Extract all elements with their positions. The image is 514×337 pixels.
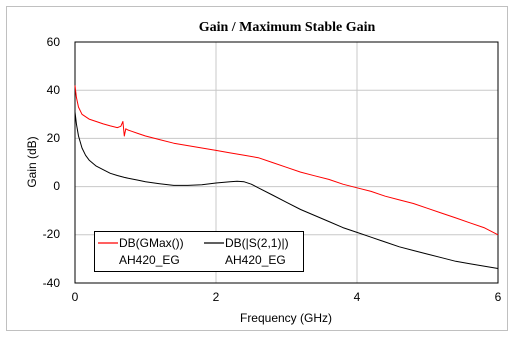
series-line-gmax — [74, 85, 499, 236]
x-axis-label: Frequency (GHz) — [240, 311, 332, 325]
legend-sublabel-s21: AH420_EG — [225, 253, 286, 267]
legend-label-gmax: DB(GMax()) — [119, 236, 184, 250]
series-layer — [74, 85, 499, 269]
y-tick-label: 0 — [53, 179, 60, 193]
legend: DB(GMax()) AH420_EG DB(|S(2,1)|) AH420_E… — [94, 231, 304, 272]
chart-title: Gain / Maximum Stable Gain — [199, 20, 376, 35]
y-tick-label: -40 — [43, 276, 61, 290]
x-tick-label: 2 — [213, 290, 220, 304]
plot-border — [74, 41, 499, 284]
x-tick-label: 4 — [354, 290, 361, 304]
y-tick-label: 60 — [47, 35, 61, 49]
legend-box — [94, 231, 304, 272]
y-tick-label: -20 — [43, 227, 61, 241]
x-tick-label: 6 — [495, 290, 502, 304]
series-line-s21 — [74, 111, 499, 269]
y-tick-label: 20 — [47, 131, 61, 145]
y-tick-label: 40 — [47, 83, 61, 97]
legend-sublabel-gmax: AH420_EG — [119, 253, 180, 267]
x-tick-label: 0 — [72, 290, 79, 304]
legend-label-s21: DB(|S(2,1)|) — [225, 236, 289, 250]
y-axis-label: Gain (dB) — [25, 136, 39, 187]
